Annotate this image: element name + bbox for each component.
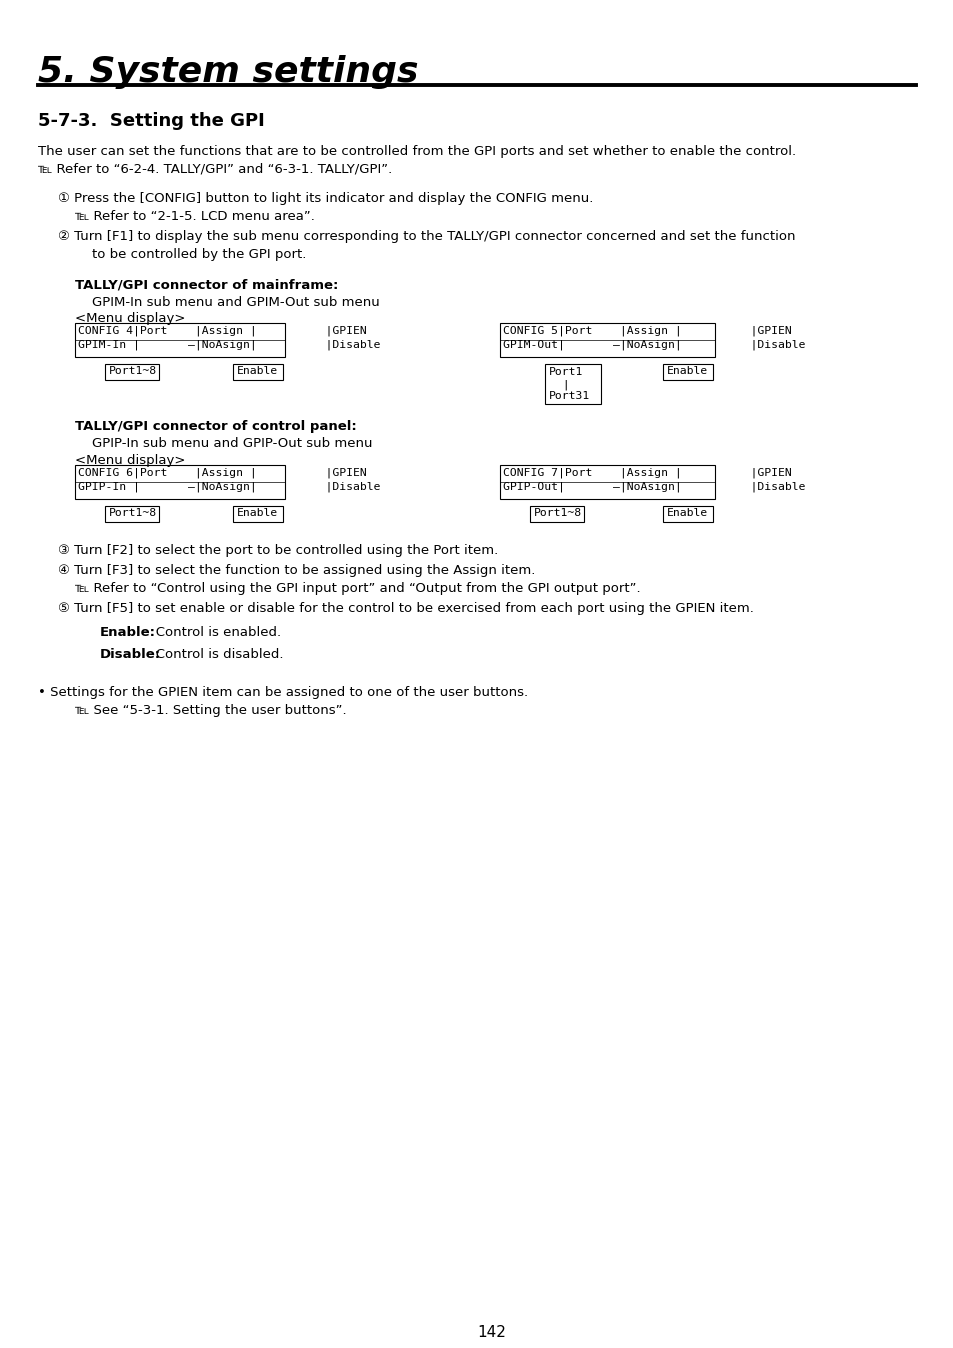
Text: TALLY/GPI connector of mainframe:: TALLY/GPI connector of mainframe: bbox=[75, 278, 338, 291]
Bar bbox=[105, 364, 159, 380]
Text: CONFIG 6|Port    |Assign |          |GPIEN: CONFIG 6|Port |Assign | |GPIEN bbox=[78, 466, 366, 477]
Text: ℡ Refer to “Control using the GPI input port” and “Output from the GPI output po: ℡ Refer to “Control using the GPI input … bbox=[58, 582, 640, 594]
Text: Port1~8: Port1~8 bbox=[109, 508, 157, 518]
Text: Enable: Enable bbox=[236, 508, 278, 518]
Text: GPIP-Out|       –|NoAsign|          |Disable: GPIP-Out| –|NoAsign| |Disable bbox=[502, 483, 804, 492]
Text: GPIP-In sub menu and GPIP-Out sub menu: GPIP-In sub menu and GPIP-Out sub menu bbox=[91, 437, 372, 450]
Text: |: | bbox=[548, 379, 569, 390]
Bar bbox=[75, 324, 285, 357]
Text: to be controlled by the GPI port.: to be controlled by the GPI port. bbox=[75, 248, 306, 262]
Text: ℡ Refer to “2-1-5. LCD menu area”.: ℡ Refer to “2-1-5. LCD menu area”. bbox=[75, 210, 314, 222]
Text: GPIM-In sub menu and GPIM-Out sub menu: GPIM-In sub menu and GPIM-Out sub menu bbox=[91, 297, 379, 309]
Bar bbox=[499, 324, 714, 357]
Text: Enable: Enable bbox=[236, 367, 278, 376]
Text: Control is enabled.: Control is enabled. bbox=[143, 625, 281, 639]
Text: GPIM-In |       –|NoAsign|          |Disable: GPIM-In | –|NoAsign| |Disable bbox=[78, 340, 380, 350]
Text: <Menu display>: <Menu display> bbox=[75, 311, 185, 325]
Bar bbox=[530, 506, 583, 522]
Text: CONFIG 5|Port    |Assign |          |GPIEN: CONFIG 5|Port |Assign | |GPIEN bbox=[502, 325, 791, 336]
Bar bbox=[75, 465, 285, 499]
Text: Control is disabled.: Control is disabled. bbox=[143, 648, 283, 661]
Bar bbox=[544, 364, 600, 404]
Text: ℡ Refer to “6-2-4. TALLY/GPI” and “6-3-1. TALLY/GPI”.: ℡ Refer to “6-2-4. TALLY/GPI” and “6-3-1… bbox=[38, 163, 392, 177]
Text: Enable: Enable bbox=[666, 367, 707, 376]
Bar bbox=[105, 506, 159, 522]
Text: CONFIG 4|Port    |Assign |          |GPIEN: CONFIG 4|Port |Assign | |GPIEN bbox=[78, 325, 366, 336]
Text: Port31: Port31 bbox=[548, 391, 590, 400]
Text: 5. System settings: 5. System settings bbox=[38, 55, 418, 89]
Text: GPIM-Out|       –|NoAsign|          |Disable: GPIM-Out| –|NoAsign| |Disable bbox=[502, 340, 804, 350]
Text: Port1: Port1 bbox=[548, 367, 583, 377]
Text: Enable:: Enable: bbox=[100, 625, 156, 639]
Text: ℡ See “5-3-1. Setting the user buttons”.: ℡ See “5-3-1. Setting the user buttons”. bbox=[58, 704, 346, 717]
Bar bbox=[233, 364, 283, 380]
Text: Port1~8: Port1~8 bbox=[109, 367, 157, 376]
Text: ④ Turn [F3] to select the function to be assigned using the Assign item.: ④ Turn [F3] to select the function to be… bbox=[58, 563, 535, 577]
Text: ② Turn [F1] to display the sub menu corresponding to the TALLY/GPI connector con: ② Turn [F1] to display the sub menu corr… bbox=[58, 231, 795, 243]
Bar bbox=[499, 465, 714, 499]
Bar bbox=[233, 506, 283, 522]
Text: 5-7-3.  Setting the GPI: 5-7-3. Setting the GPI bbox=[38, 112, 265, 129]
Text: GPIP-In |       –|NoAsign|          |Disable: GPIP-In | –|NoAsign| |Disable bbox=[78, 483, 380, 492]
Bar bbox=[662, 506, 712, 522]
Text: The user can set the functions that are to be controlled from the GPI ports and : The user can set the functions that are … bbox=[38, 146, 796, 158]
Text: Port1~8: Port1~8 bbox=[534, 508, 581, 518]
Bar bbox=[662, 364, 712, 380]
Text: 142: 142 bbox=[476, 1325, 505, 1340]
Text: <Menu display>: <Menu display> bbox=[75, 454, 185, 466]
Text: TALLY/GPI connector of control panel:: TALLY/GPI connector of control panel: bbox=[75, 421, 356, 433]
Text: Enable: Enable bbox=[666, 508, 707, 518]
Text: ⑤ Turn [F5] to set enable or disable for the control to be exercised from each p: ⑤ Turn [F5] to set enable or disable for… bbox=[58, 603, 753, 615]
Text: ① Press the [CONFIG] button to light its indicator and display the CONFIG menu.: ① Press the [CONFIG] button to light its… bbox=[58, 191, 593, 205]
Text: • Settings for the GPIEN item can be assigned to one of the user buttons.: • Settings for the GPIEN item can be ass… bbox=[38, 686, 528, 700]
Text: CONFIG 7|Port    |Assign |          |GPIEN: CONFIG 7|Port |Assign | |GPIEN bbox=[502, 466, 791, 477]
Text: Disable:: Disable: bbox=[100, 648, 161, 661]
Text: ③ Turn [F2] to select the port to be controlled using the Port item.: ③ Turn [F2] to select the port to be con… bbox=[58, 545, 497, 557]
